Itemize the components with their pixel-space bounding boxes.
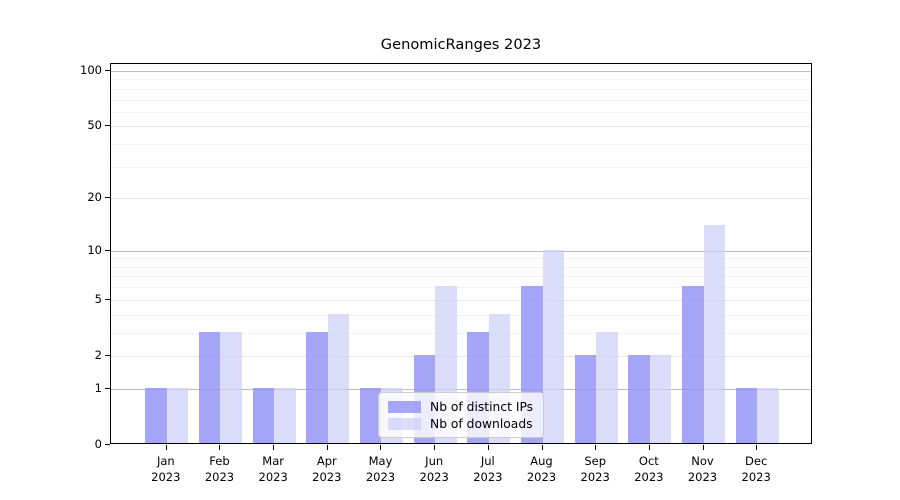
bar-distinct-ips: [682, 286, 704, 443]
bar-distinct-ips: [359, 387, 382, 443]
bar-downloads: [220, 331, 242, 443]
legend: Nb of distinct IPs Nb of downloads: [378, 392, 544, 438]
x-tick: [326, 445, 328, 450]
x-tick: [273, 445, 275, 450]
legend-swatch-downloads: [388, 417, 421, 430]
bar-downloads: [274, 387, 296, 443]
y-tick-label: 10: [87, 242, 102, 257]
y-tick-label: 0: [94, 437, 102, 451]
x-tick-label: Jun 2023: [419, 454, 449, 484]
bar-downloads: [596, 331, 618, 443]
x-tick: [595, 445, 597, 450]
y-tick: [105, 444, 110, 445]
x-tick: [541, 445, 543, 450]
bar-downloads: [703, 224, 725, 443]
gridline-minor: [111, 99, 811, 101]
gridline-major: [111, 71, 811, 72]
gridline-minor: [111, 88, 811, 90]
x-tick-label: Oct 2023: [634, 454, 664, 484]
x-tick-label: Aug 2023: [526, 454, 557, 484]
x-tick-label: Mar 2023: [258, 454, 288, 484]
y-tick-label: 1: [94, 380, 102, 395]
gridline-minor: [111, 332, 811, 334]
bar-distinct-ips: [306, 331, 328, 443]
y-tick-label: 50: [87, 118, 102, 133]
y-tick-label: 20: [87, 190, 102, 205]
bar-distinct-ips: [735, 387, 758, 443]
x-tick: [219, 445, 221, 450]
bar-distinct-ips: [574, 354, 597, 443]
gridline: [111, 126, 811, 128]
x-tick: [487, 445, 489, 450]
x-tick: [434, 445, 436, 450]
legend-swatch-distinct-ips: [388, 400, 421, 413]
bar-downloads: [649, 354, 672, 443]
bar-downloads: [166, 387, 189, 443]
bar-distinct-ips: [252, 387, 275, 443]
chart-title: GenomicRanges 2023: [380, 36, 542, 53]
y-tick: [105, 197, 110, 199]
x-tick-label: Jan 2023: [151, 454, 181, 484]
bar-downloads: [542, 249, 564, 443]
y-tick: [105, 249, 110, 251]
x-tick-label: Sep 2023: [580, 454, 610, 484]
x-tick-label: May 2023: [365, 454, 396, 484]
gridline-minor: [111, 144, 811, 146]
x-tick: [648, 445, 650, 450]
gridline-major: [111, 250, 811, 252]
gridline-minor: [111, 276, 811, 278]
x-tick-label: Dec 2023: [741, 454, 771, 484]
legend-label-distinct-ips: Nb of distinct IPs: [430, 399, 534, 414]
y-tick: [105, 70, 110, 71]
x-tick-label: Nov 2023: [687, 454, 718, 484]
x-tick-label: Feb 2023: [204, 454, 235, 484]
plot-area: [110, 63, 812, 444]
gridline-minor: [111, 266, 811, 268]
gridline: [111, 198, 811, 200]
bar-downloads: [327, 313, 350, 443]
gridline-minor: [111, 166, 811, 168]
y-tick: [105, 387, 110, 389]
x-tick-label: Jul 2023: [473, 454, 503, 484]
gridline-minor: [111, 314, 811, 316]
y-tick: [105, 298, 110, 300]
x-tick: [165, 445, 167, 450]
bar-distinct-ips: [198, 331, 221, 443]
gridline: [111, 355, 811, 357]
gridline-minor: [111, 79, 811, 81]
y-tick-label: 5: [94, 291, 102, 306]
y-tick-label: 2: [94, 347, 102, 362]
bar-downloads: [757, 387, 779, 443]
gridline: [111, 299, 811, 301]
legend-item-distinct-ips: Nb of distinct IPs: [388, 400, 543, 414]
y-tick-label: 100: [80, 63, 102, 77]
y-tick: [105, 354, 110, 356]
bar-distinct-ips: [145, 387, 167, 443]
bar-distinct-ips: [628, 354, 650, 443]
legend-item-downloads: Nb of downloads: [388, 417, 543, 431]
x-tick: [756, 445, 758, 450]
x-tick: [380, 445, 382, 450]
gridline-minor: [111, 287, 811, 289]
legend-label-downloads: Nb of downloads: [430, 416, 533, 431]
gridline-minor: [111, 111, 811, 113]
gridline-minor: [111, 258, 811, 260]
x-tick: [702, 445, 704, 450]
x-tick-label: Apr 2023: [312, 454, 342, 484]
y-tick: [105, 125, 110, 127]
gridline-major: [111, 388, 811, 390]
